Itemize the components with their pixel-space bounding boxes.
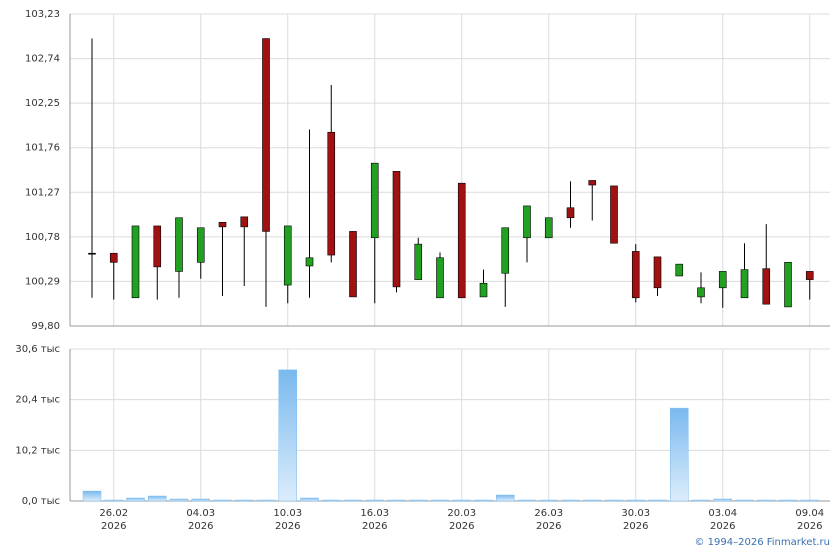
volume-bar [604,499,624,502]
candle-body [153,225,162,268]
candle-body [805,271,814,280]
source[interactable]: © 1994–2026 Finmarket.ru [694,537,830,548]
candle-body [653,256,662,289]
y-tick-label: 102,25 [25,98,60,109]
candle-body [414,243,423,280]
volume-bar [104,499,123,502]
volume-bar [300,497,319,502]
y-tick-label: 103,23 [25,9,60,20]
volume-bar [126,497,145,502]
x-tick-label: 03.04 2026 [708,508,737,532]
candle-body [392,171,401,288]
x-tick-label: 20.03 2026 [447,508,476,532]
x-tick-label: 09.04 2026 [795,508,824,532]
volume-bar [191,498,210,502]
volume-bar [387,499,406,502]
candle-body [196,227,205,263]
candle-body [109,252,118,263]
y-tick-label: 10,2 тыс [15,445,60,456]
volume-bar [517,499,537,502]
candle-body [523,205,531,239]
candle-body [762,268,771,305]
candle-body [305,257,314,267]
candle-body [479,282,488,298]
candle-body [175,217,183,272]
volume-bar [409,499,428,502]
candle-body [501,227,510,274]
volume-bar [539,499,558,502]
candle-body [675,263,684,277]
candle-body [131,225,140,299]
y-tick-label: 100,29 [25,276,60,287]
volume-bar [691,499,711,502]
volume-bar [713,498,732,502]
candle-body [784,262,792,308]
volume-bar [213,499,232,502]
y-tick-label: 102,74 [25,54,60,65]
volume-bar [626,499,645,502]
candle-body [697,287,705,298]
volume-bar [430,499,450,502]
volume-bar [648,499,667,502]
x-tick-label: 26.02 2026 [99,508,128,532]
candle-body [349,231,357,298]
candle-body [610,185,618,244]
x-tick-label: 10.03 2026 [273,508,302,532]
x-tick-label: 04.03 2026 [186,508,215,532]
candle-body [218,222,227,228]
volume-bar [800,499,819,502]
volume-bar [496,494,515,502]
volume-bar [256,499,276,502]
candle-body [566,207,575,219]
candle-body [370,162,379,239]
volume-bar [148,495,167,502]
volume-bar [365,499,384,502]
volume-bar [735,499,754,502]
x-tick-label: 26.03 2026 [534,508,563,532]
candle-body [631,251,640,299]
y-tick-label: 20,4 тыс [15,395,60,406]
volume-bar [561,499,580,502]
volume-bar [583,499,602,502]
y-tick-label: 101,27 [25,187,60,198]
volume-bar [235,499,254,502]
volume-bar [278,369,297,502]
candle-body [718,271,727,289]
candle-body [262,38,270,232]
y-tick-label: 101,76 [25,143,60,154]
y-tick-label: 100,78 [25,232,60,243]
candle-body [740,269,749,299]
candle-body [588,180,597,186]
volume-bar [343,499,363,502]
volume-bar [778,499,798,502]
x-tick-label: 16.03 2026 [360,508,389,532]
x-tick-label: 30.03 2026 [621,508,650,532]
candle-body [88,252,96,255]
volume-bar [757,499,776,502]
volume-bar [169,498,189,502]
candle-body [327,131,336,256]
volume-bar [322,499,341,502]
candle-body [240,216,249,228]
volume-bar [474,499,493,502]
y-tick-label: 99,80 [31,321,60,332]
candle-body [457,182,466,299]
candle-body [283,225,292,286]
volume-bar [82,490,102,502]
y-tick-label: 30,6 тыс [15,344,60,355]
y-tick-label: 0,0 тыс [22,496,60,507]
volume-bar [670,407,689,502]
candle-body [544,217,553,239]
volume-bar [452,499,471,502]
candle-body [436,257,444,299]
